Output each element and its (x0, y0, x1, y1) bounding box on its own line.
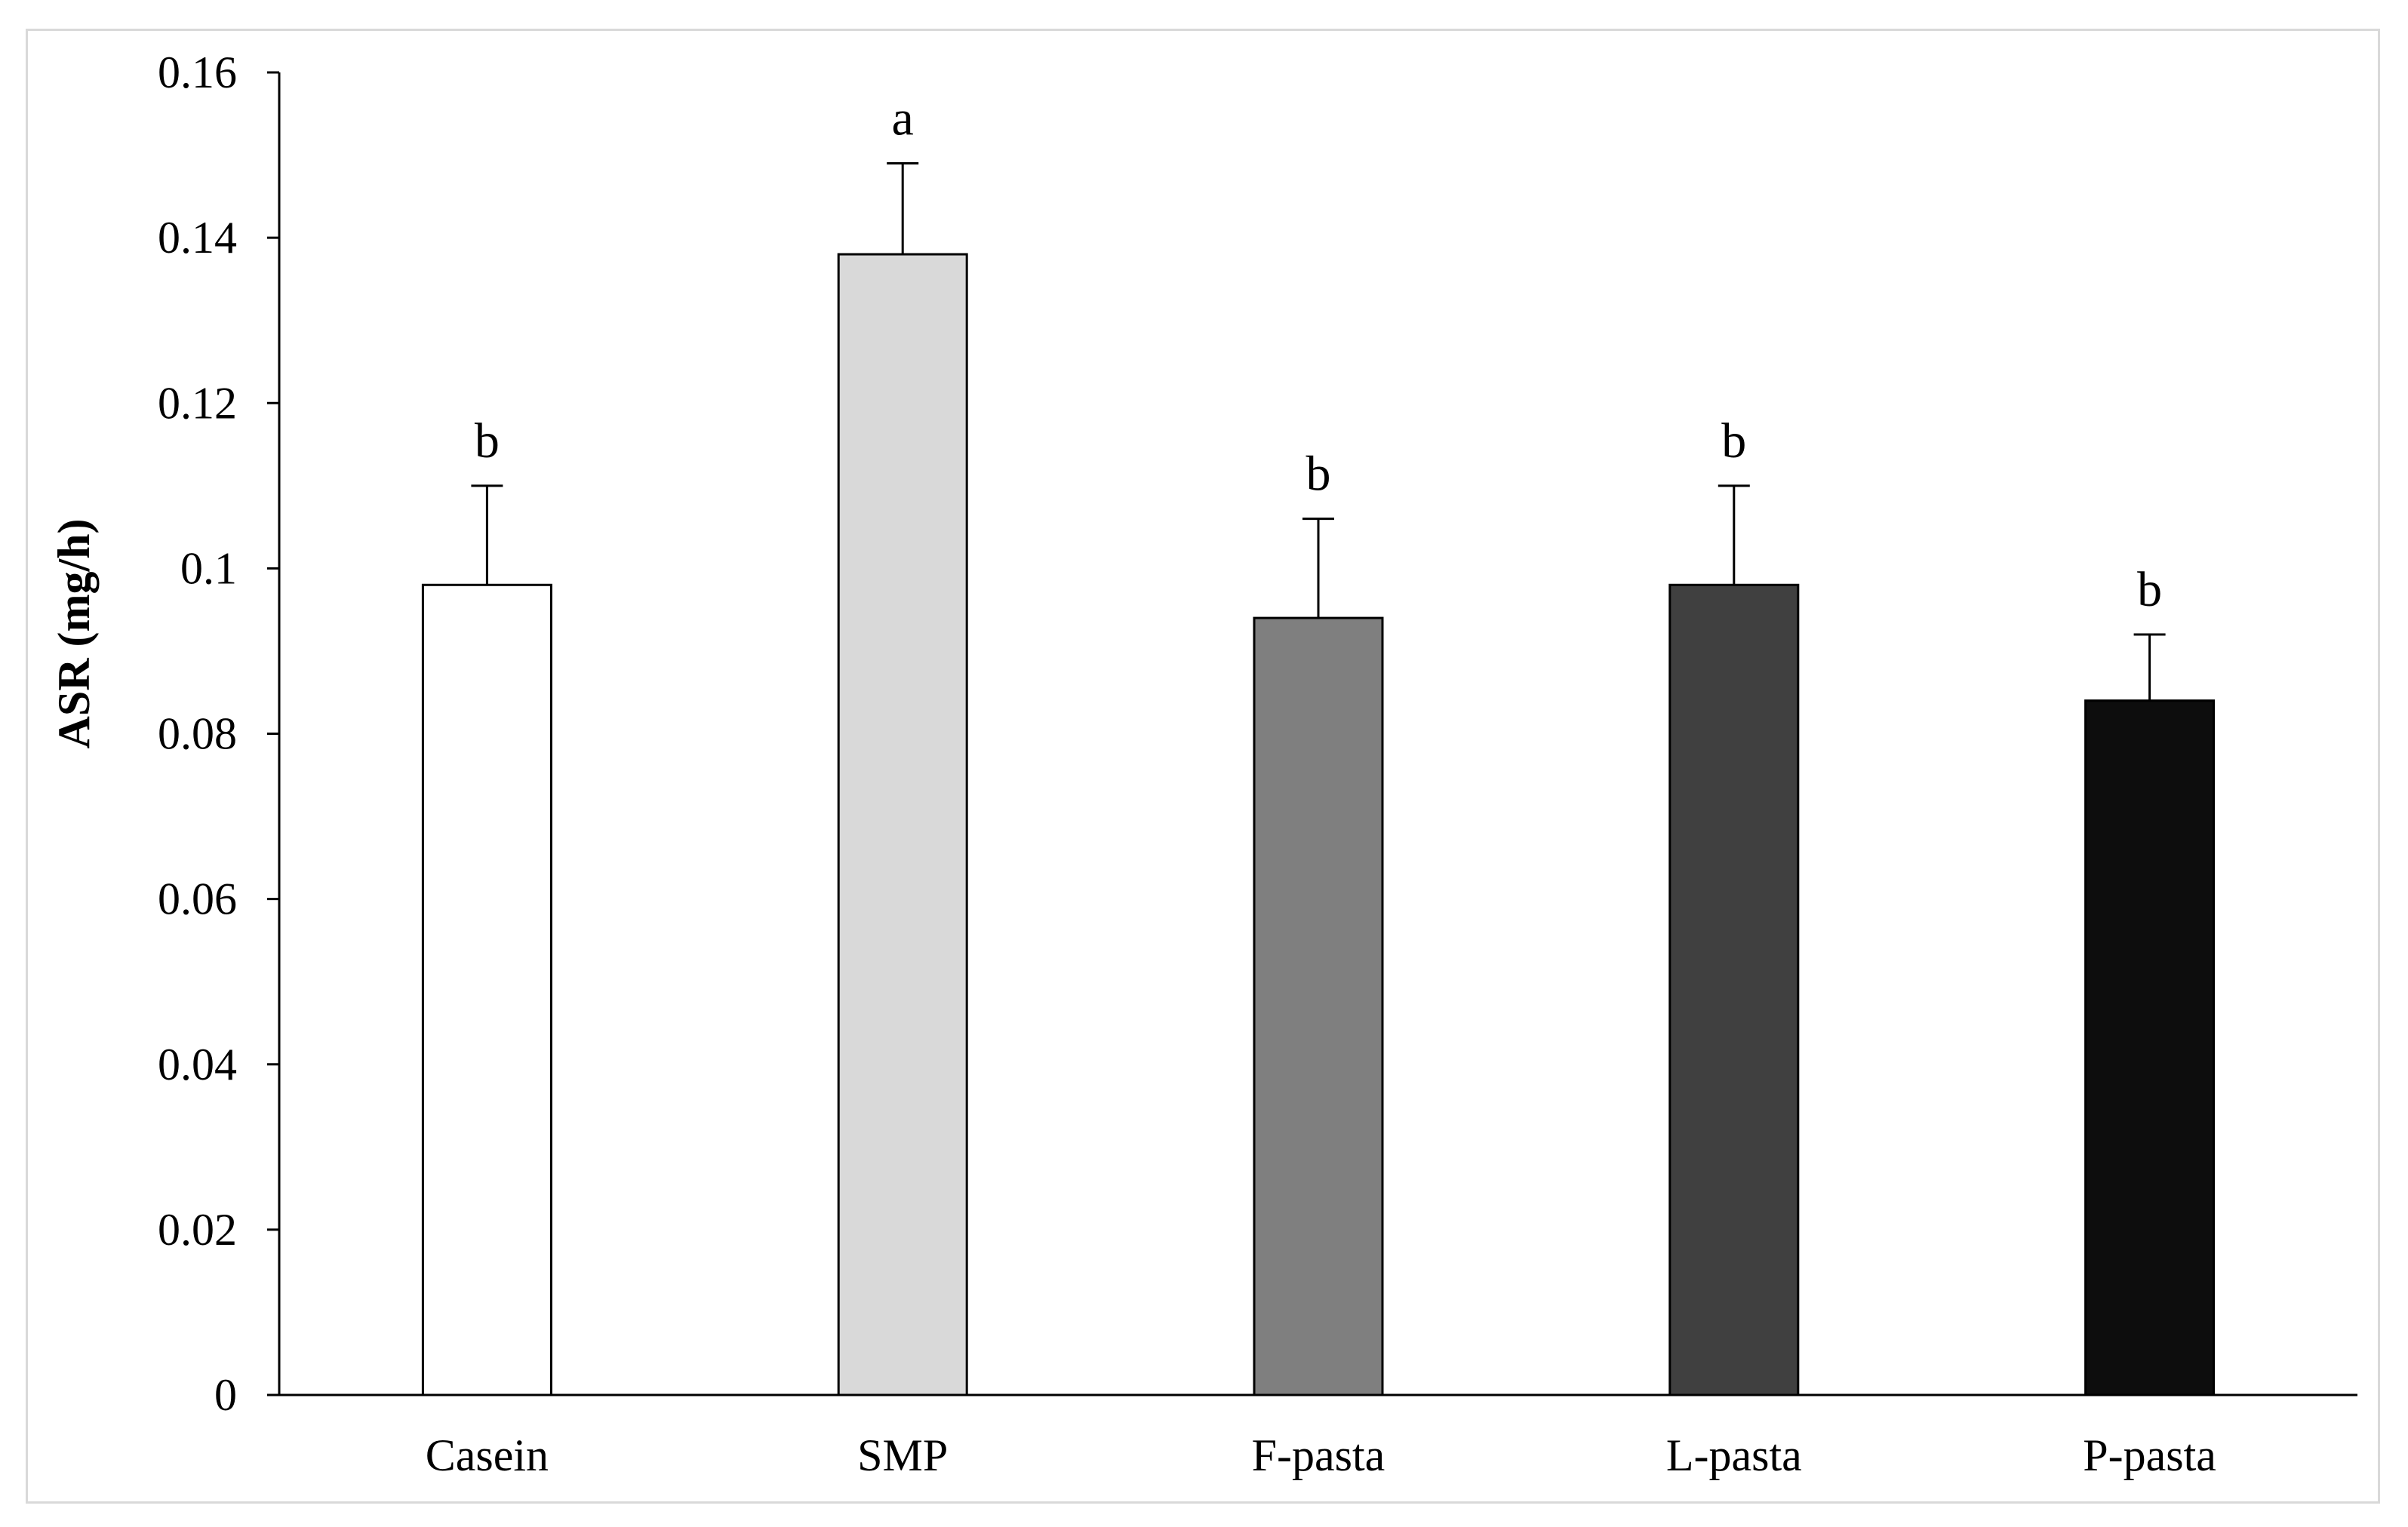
bar-casein (421, 583, 552, 1396)
bar-f-pasta (1253, 616, 1384, 1396)
significance-letter: b (1306, 447, 1331, 502)
y-tick-label: 0.06 (158, 874, 237, 924)
y-tick-label: 0.02 (158, 1205, 237, 1255)
y-tick-label: 0.08 (158, 709, 237, 759)
significance-letter: b (475, 413, 500, 469)
significance-letter: b (1721, 413, 1746, 469)
bar-l-pasta (1668, 583, 1800, 1396)
y-tick-label: 0.04 (158, 1040, 237, 1089)
category-label: L-pasta (1666, 1430, 1802, 1480)
significance-letter: b (2137, 562, 2162, 617)
category-labels: Casein SMP F-pasta L-pasta P-pasta (426, 1430, 2216, 1480)
chart-frame (26, 29, 2380, 1504)
bar-p-pasta (2084, 699, 2216, 1396)
bars (421, 253, 2216, 1396)
y-tick-label: 0.16 (158, 48, 237, 97)
bar-smp (837, 253, 968, 1396)
significance-labels: b a b b b (475, 91, 2162, 618)
y-tick-label: 0.1 (180, 543, 237, 593)
category-label: SMP (857, 1430, 948, 1480)
y-tick-label: 0.14 (158, 213, 237, 263)
y-ticks: 0 0.02 0.04 0.06 0.08 0.1 0.12 0.14 0.16 (158, 48, 279, 1420)
category-label: P-pasta (2083, 1430, 2216, 1480)
category-label: Casein (426, 1430, 549, 1480)
category-label: F-pasta (1252, 1430, 1385, 1480)
y-tick-label: 0 (214, 1370, 237, 1420)
error-bars (471, 162, 2166, 701)
significance-letter: a (892, 91, 914, 146)
y-tick-label: 0.12 (158, 378, 237, 428)
y-axis-title: ASR (mg/h) (49, 518, 99, 748)
